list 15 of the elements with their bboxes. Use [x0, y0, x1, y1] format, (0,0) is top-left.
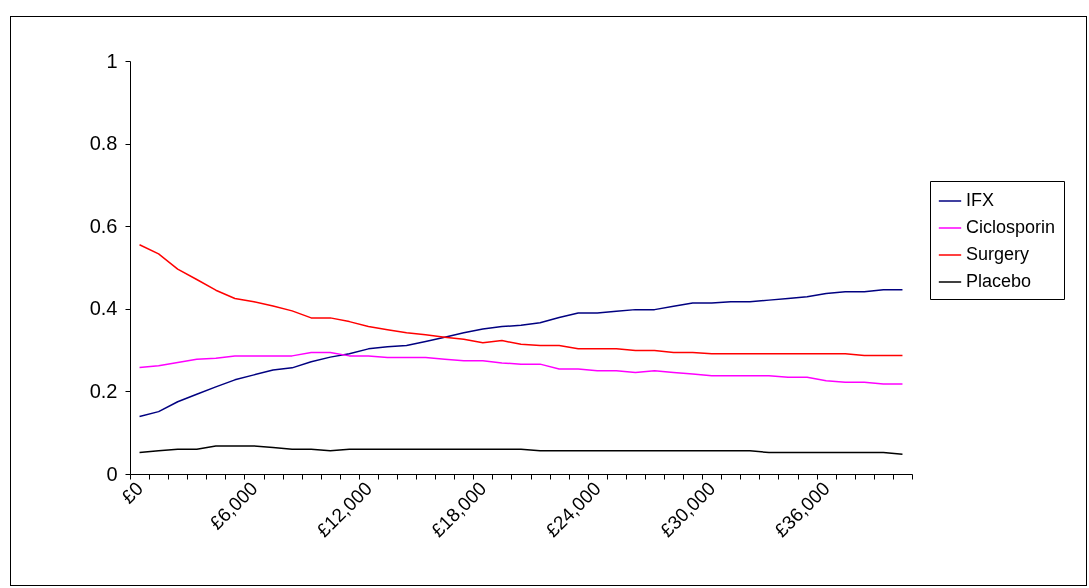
legend-label: IFX: [966, 190, 995, 210]
y-tick-label: 0: [106, 462, 118, 485]
y-tick-label: 0.8: [89, 132, 118, 155]
y-tick-label: 0.2: [89, 379, 118, 402]
legend-label: Surgery: [966, 244, 1030, 264]
line-series: [138, 289, 904, 418]
y-tick-label: 1: [106, 49, 118, 72]
line-series: [138, 244, 904, 357]
y-tick-label: 0.4: [89, 297, 118, 320]
y-tick-label: 0.6: [89, 214, 118, 237]
legend-label: Ciclosporin: [966, 217, 1056, 237]
legend-label: Placebo: [966, 271, 1032, 291]
line-series: [138, 351, 904, 385]
x-tick-label: £0: [117, 477, 148, 508]
line-series: [138, 445, 904, 455]
